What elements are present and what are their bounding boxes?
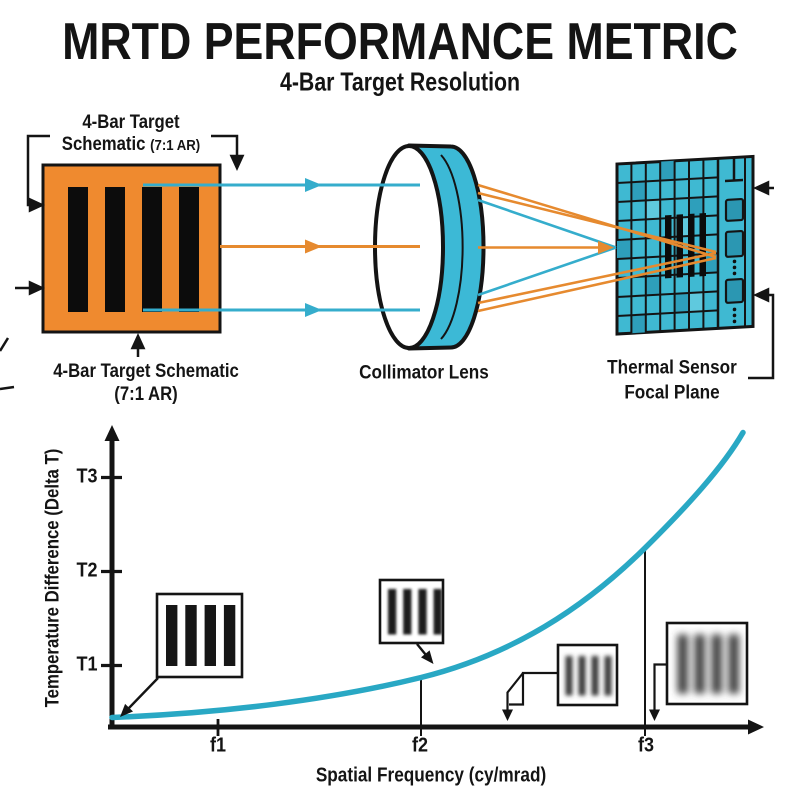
- arrow-down-icon: [649, 709, 660, 721]
- four-bar-target-schematic: [41, 163, 222, 334]
- ray-arrow-icon: [305, 303, 322, 317]
- target-callout-top-line1: 4-Bar Target: [82, 112, 180, 133]
- target-callout-schematic-text: Schematic: [61, 134, 146, 155]
- arrow-right-icon: [28, 280, 46, 296]
- mrtd-chart: [101, 425, 764, 736]
- y-tick-T3: T3: [76, 465, 98, 488]
- sensor-label-line2: Focal Plane: [624, 381, 720, 404]
- x-tick-f1: f1: [209, 734, 227, 757]
- sensor-readout-pads: [724, 197, 745, 304]
- x-tick-f2: f2: [411, 734, 429, 757]
- inset-target-light-blur: [378, 578, 445, 664]
- arrow-right-icon: [28, 197, 46, 213]
- inset-target-medium-blur: [502, 643, 619, 721]
- target-callout-brackets: [0, 134, 245, 391]
- y-axis-arrow-icon: [104, 425, 120, 441]
- arrow-down-icon: [502, 709, 513, 721]
- ray-arrow-icon: [305, 239, 322, 254]
- mrtd-curve: [109, 429, 746, 721]
- page-title: MRTD PERFORMANCE METRIC: [62, 13, 738, 71]
- incident-rays: [143, 178, 420, 317]
- chart-x-axis-label: Spatial Frequency (cy/mrad): [315, 764, 547, 787]
- sensor-dark-cells: [617, 160, 719, 334]
- target-label-line2: (7:1 AR): [114, 384, 178, 405]
- arrow-down-icon: [229, 154, 245, 172]
- y-tick-T1: T1: [76, 653, 98, 676]
- ray-arrow-icon: [598, 241, 614, 254]
- arrow-up-icon: [130, 332, 146, 350]
- target-callout-top-line2: Schematic (7:1 AR): [62, 134, 200, 156]
- converging-rays: [477, 183, 717, 313]
- ray-arrow-icon: [305, 178, 322, 192]
- lens-label: Collimator Lens: [359, 361, 489, 384]
- sensor-label-line1: Thermal Sensor: [607, 356, 737, 379]
- y-tick-T2: T2: [76, 559, 98, 582]
- arrow-left-icon: [752, 180, 770, 196]
- y-tick-marks: [101, 475, 122, 668]
- inset-target-heavy-blur: [649, 621, 749, 721]
- x-tick-marks: [216, 549, 646, 736]
- sensor-ellipsis-dots: [732, 259, 737, 324]
- chart-y-axis-label: Temperature Difference (Delta T): [41, 448, 64, 708]
- arrow-down-left-icon: [120, 703, 133, 717]
- page-subtitle: 4-Bar Target Resolution: [279, 66, 521, 97]
- sensor-readout-mark: [725, 157, 743, 183]
- target-label-line1: 4-Bar Target Schematic: [53, 361, 239, 382]
- x-axis-arrow-icon: [748, 719, 764, 735]
- x-tick-f3: f3: [637, 734, 655, 757]
- arrow-left-icon: [752, 287, 770, 303]
- inset-target-sharp: [120, 592, 244, 717]
- arrow-down-right-icon: [421, 650, 434, 664]
- target-callout-ar-note: (7:1 AR): [150, 137, 201, 154]
- sensor-callout-brackets: [748, 180, 775, 380]
